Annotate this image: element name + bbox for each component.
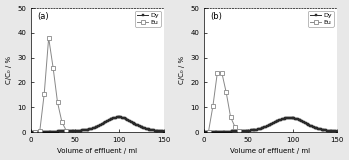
Eu xyxy=(206,131,210,132)
Eu xyxy=(224,91,228,93)
Dy xyxy=(160,130,164,132)
Dy xyxy=(162,131,166,132)
Legend: Dy, Eu: Dy, Eu xyxy=(135,11,161,27)
Dy xyxy=(282,118,287,120)
Eu xyxy=(211,105,215,107)
Eu xyxy=(233,126,237,128)
Eu xyxy=(64,130,68,132)
Dy xyxy=(122,117,127,119)
Eu xyxy=(42,93,46,95)
Eu xyxy=(237,130,242,132)
Text: (a): (a) xyxy=(38,12,49,21)
Line: Dy: Dy xyxy=(203,117,338,133)
Text: (b): (b) xyxy=(211,12,223,21)
Dy xyxy=(109,118,113,120)
Dy xyxy=(94,126,98,128)
Line: Dy: Dy xyxy=(30,116,165,133)
Y-axis label: C/C₀ / %: C/C₀ / % xyxy=(179,56,185,84)
X-axis label: Volume of effluent / ml: Volume of effluent / ml xyxy=(230,148,311,154)
Dy xyxy=(29,131,33,133)
Eu xyxy=(33,131,37,132)
Eu xyxy=(51,67,55,68)
Eu xyxy=(215,72,220,73)
Legend: Dy, Eu: Dy, Eu xyxy=(308,11,334,27)
Dy xyxy=(249,130,253,132)
Eu xyxy=(60,121,64,123)
Dy xyxy=(296,118,300,120)
Dy xyxy=(117,116,121,118)
X-axis label: Volume of effluent / ml: Volume of effluent / ml xyxy=(57,148,138,154)
Dy xyxy=(287,117,291,119)
Line: Eu: Eu xyxy=(33,35,69,134)
Dy xyxy=(335,131,339,132)
Dy xyxy=(267,124,271,126)
Dy xyxy=(76,130,80,132)
Eu xyxy=(38,130,42,132)
Dy xyxy=(113,117,117,119)
Eu xyxy=(46,37,51,39)
Line: Eu: Eu xyxy=(206,70,242,134)
Eu xyxy=(220,72,224,73)
Dy xyxy=(202,131,206,133)
Y-axis label: C/C₀ / %: C/C₀ / % xyxy=(6,56,12,84)
Eu xyxy=(229,116,233,118)
Eu xyxy=(55,101,60,103)
Dy xyxy=(333,130,337,132)
Dy xyxy=(286,117,290,119)
